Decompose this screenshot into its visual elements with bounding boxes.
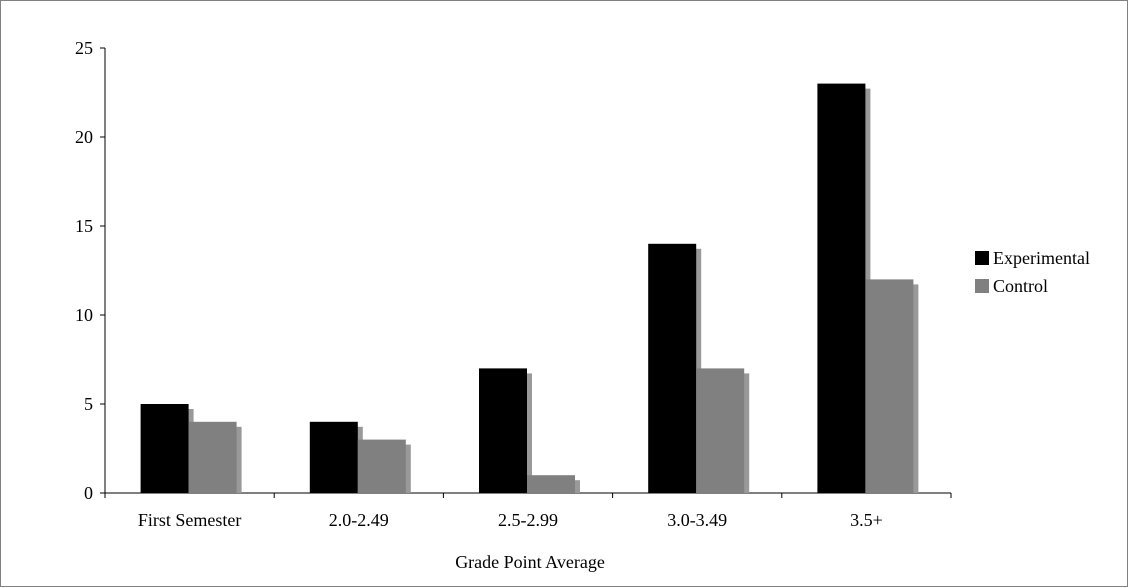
bar-experimental [309, 421, 358, 493]
y-tick-label: 25 [75, 38, 93, 58]
x-tick-label: 3.0-3.49 [667, 510, 727, 530]
legend: Experimental Control [975, 244, 1090, 300]
y-tick-label: 0 [84, 483, 93, 503]
y-tick-label: 20 [75, 127, 93, 147]
bar-control [696, 368, 745, 493]
bar-control [188, 421, 237, 493]
x-tick-label: 2.0-2.49 [329, 510, 389, 530]
legend-label-control: Control [993, 275, 1049, 296]
bar-control [357, 439, 406, 493]
bar-experimental [479, 368, 527, 493]
bar-control [865, 279, 914, 493]
bar-experimental [817, 83, 866, 493]
x-tick-label: 3.5+ [850, 510, 883, 530]
bar-experimental [140, 404, 189, 493]
bar-control [527, 475, 575, 493]
legend-swatch-experimental [975, 251, 989, 265]
legend-label-experimental: Experimental [993, 247, 1090, 268]
legend-item-experimental: Experimental [975, 244, 1090, 272]
x-axis-label: Grade Point Average [455, 552, 605, 572]
bar-experimental [648, 243, 697, 493]
x-tick-label: 2.5-2.99 [498, 510, 558, 530]
tick-labels: 0 5 10 15 20 25 First Semester 2.0-2.49 2.5-2.99… [75, 38, 883, 530]
bars [140, 83, 919, 493]
legend-item-control: Control [975, 272, 1090, 300]
x-tick-label: First Semester [138, 510, 242, 530]
legend-swatch-control [975, 279, 989, 293]
y-tick-label: 10 [75, 305, 93, 325]
y-tick-label: 5 [84, 394, 93, 414]
y-tick-label: 15 [75, 216, 93, 236]
